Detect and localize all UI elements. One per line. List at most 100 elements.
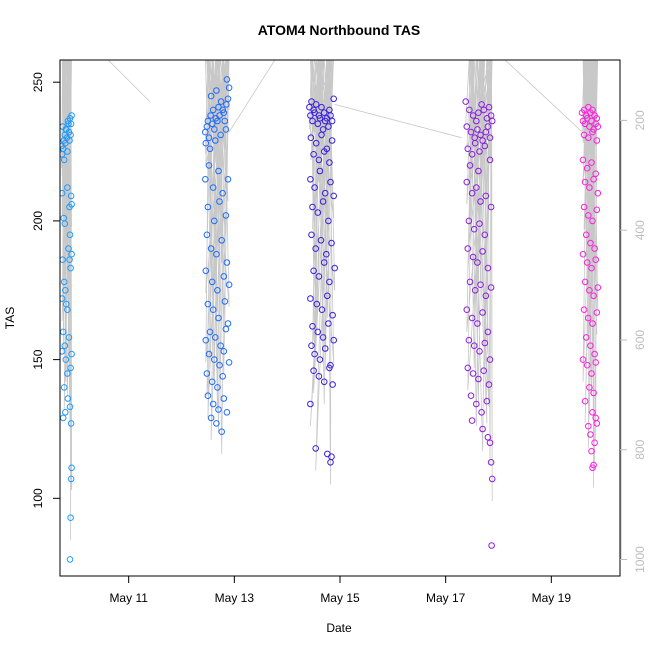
data-point — [219, 189, 226, 197]
data-point — [330, 95, 338, 103]
data-point — [478, 101, 485, 108]
data-point — [593, 137, 601, 144]
data-point — [589, 128, 596, 136]
data-point — [469, 370, 477, 377]
data-point — [470, 342, 478, 350]
data-point — [218, 237, 225, 244]
data-point — [64, 370, 71, 377]
grey-trace — [581, 60, 599, 488]
data-point — [474, 259, 481, 266]
data-point — [588, 447, 595, 455]
data-point — [63, 126, 70, 133]
data-point — [312, 245, 320, 252]
data-point — [321, 117, 329, 125]
data-point — [464, 245, 472, 252]
data-point — [220, 273, 228, 280]
data-point — [473, 184, 480, 191]
data-point — [583, 259, 591, 266]
data-point — [211, 356, 218, 363]
y2-tick-label: 200 — [633, 110, 647, 130]
data-point — [222, 212, 230, 219]
data-point — [588, 264, 595, 272]
data-point — [468, 189, 476, 197]
data-point — [586, 287, 593, 294]
data-point — [224, 95, 232, 103]
data-point — [204, 300, 212, 308]
data-point — [214, 384, 221, 391]
data-point — [477, 281, 484, 289]
data-point — [312, 139, 320, 147]
data-point — [585, 314, 592, 322]
data-point — [325, 320, 332, 327]
data-point — [464, 145, 472, 153]
data-point — [207, 245, 215, 252]
data-point — [206, 328, 214, 336]
data-point — [594, 123, 602, 130]
data-point — [581, 397, 589, 405]
data-point — [67, 264, 74, 272]
data-point — [62, 409, 69, 416]
data-point — [581, 178, 589, 186]
data-point — [591, 439, 598, 447]
data-point — [487, 203, 495, 211]
data-point — [488, 542, 495, 549]
data-point — [214, 287, 221, 294]
data-point — [485, 103, 493, 111]
data-point — [203, 231, 211, 239]
data-point — [479, 248, 486, 255]
scatter-points — [60, 76, 602, 563]
y2-tick-label: 400 — [633, 220, 647, 240]
data-point — [480, 106, 488, 114]
data-point — [67, 120, 75, 128]
data-point — [213, 420, 220, 427]
data-point — [307, 400, 314, 408]
data-point — [221, 117, 229, 125]
data-point — [488, 475, 496, 483]
data-point — [209, 400, 217, 408]
data-point — [61, 342, 69, 350]
data-point — [327, 178, 334, 186]
data-point — [203, 123, 211, 130]
data-point — [318, 131, 325, 139]
data-point — [65, 334, 73, 341]
data-point — [486, 156, 494, 164]
data-point — [215, 167, 222, 175]
data-point — [475, 167, 482, 175]
data-point — [216, 361, 223, 369]
data-point — [66, 256, 73, 264]
data-point — [321, 345, 329, 352]
y2-tick-label: 1000 — [633, 546, 647, 573]
data-point — [309, 117, 316, 125]
data-point — [482, 128, 490, 136]
data-point — [314, 209, 322, 216]
data-point — [583, 164, 591, 172]
x-tick-label: May 11 — [109, 591, 148, 605]
data-point — [207, 414, 215, 422]
data-point — [329, 381, 336, 388]
data-point — [466, 162, 474, 169]
y2-tick-label: 600 — [633, 330, 647, 350]
data-point — [484, 328, 492, 336]
data-point — [223, 76, 231, 83]
data-point — [325, 217, 332, 225]
grey-trace-link — [504, 60, 589, 138]
data-point — [203, 370, 211, 377]
data-point — [320, 378, 328, 386]
data-point — [486, 439, 494, 447]
data-point — [328, 137, 336, 144]
data-point — [65, 120, 72, 128]
data-point — [481, 231, 489, 239]
data-point — [474, 320, 481, 327]
data-point — [590, 176, 597, 183]
grey-trace-link — [334, 104, 462, 139]
data-point — [211, 217, 218, 225]
data-point — [486, 134, 494, 141]
x-axis: May 11 May 13 May 15 May 17 May 19 — [109, 576, 571, 605]
data-point — [580, 306, 588, 314]
data-point — [486, 356, 494, 363]
data-point — [467, 128, 475, 136]
data-point — [65, 245, 72, 252]
data-point — [468, 417, 476, 424]
data-point — [479, 309, 486, 316]
